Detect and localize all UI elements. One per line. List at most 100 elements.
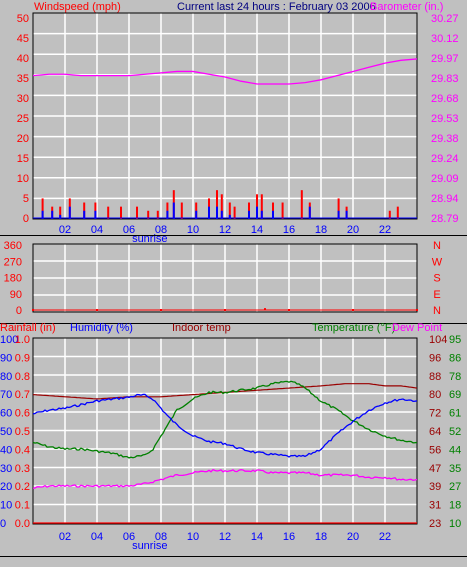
average-bar [337, 210, 340, 219]
direction-point [160, 309, 162, 311]
indoor-temp-tick-label: 23 [429, 518, 441, 530]
x-tick-label: 06 [123, 224, 135, 236]
rainfall-label: Rainfall (in) [0, 322, 56, 334]
y-tick-label: 360 [4, 240, 22, 252]
gust-bar [233, 206, 236, 219]
indoor-temp-tick-label: 64 [429, 426, 441, 438]
direction-plot-frame [32, 243, 418, 313]
y-tick-label: 90 [10, 289, 22, 301]
x-tick-label: 06 [123, 531, 135, 543]
sunrise-label-top: sunrise [132, 233, 167, 245]
y-tick-label: 30.27 [431, 13, 459, 25]
average-bar [308, 206, 311, 219]
barometer-label: Barometer (in.) [370, 1, 443, 13]
rainfall-tick-label: 0.1 [15, 500, 30, 512]
humidity-tick-label: 0 [0, 518, 6, 530]
humidity-tick-label: 80 [0, 371, 12, 383]
average-bar [166, 210, 169, 219]
average-bar [195, 210, 198, 219]
gust-bar [147, 210, 150, 219]
y-tick-label: 30 [17, 93, 29, 105]
x-tick-label: 20 [347, 224, 359, 236]
humidity-tick-label: 40 [0, 444, 12, 456]
temp-x-ticks: 02 04 06 08 10 12 14 16 18 20 22 [59, 531, 391, 543]
panel-wind-baro [0, 0, 467, 235]
x-tick-label: 14 [251, 531, 263, 543]
x-tick-label: 02 [59, 224, 71, 236]
average-bar [83, 210, 86, 219]
x-tick-label: 12 [219, 531, 231, 543]
direction-point [32, 309, 34, 311]
direction-point [96, 309, 98, 311]
humidity-tick-label: 20 [0, 481, 12, 493]
temperature-tick-label: 52 [449, 426, 461, 438]
average-bar [59, 214, 62, 219]
y-tick-label: N [433, 240, 441, 252]
temperature-tick-label: 95 [449, 334, 461, 346]
y-tick-label: 29.97 [431, 53, 459, 65]
rainfall-tick-label: 1.0 [15, 334, 30, 346]
temperature-tick-label: 78 [449, 371, 461, 383]
gust-bar [216, 190, 218, 219]
humidity-tick-label: 90 [0, 352, 12, 364]
wind-x-ticks: 02 04 06 08 10 12 14 16 18 20 22 [59, 224, 391, 236]
temperature-label: Temperature (°F) [312, 322, 395, 334]
humidity-tick-label: 50 [0, 426, 12, 438]
indoor-temp-tick-label: 80 [429, 389, 441, 401]
y-tick-label: 45 [17, 33, 29, 45]
wind-baro-grid [33, 13, 417, 219]
gust-bar [156, 210, 159, 219]
x-tick-label: 22 [379, 531, 391, 543]
rainfall-tick-label: 0.5 [15, 426, 30, 438]
average-bar [172, 202, 175, 219]
y-tick-label: 0 [23, 213, 29, 225]
average-bar [208, 206, 210, 219]
x-tick-label: 10 [187, 224, 199, 236]
rainfall-tick-label: 0.0 [15, 518, 30, 530]
y-tick-label: 29.09 [431, 173, 459, 185]
gust-bar [281, 202, 284, 219]
y-tick-label: 29.38 [431, 133, 459, 145]
average-bar [260, 210, 263, 219]
humidity-tick-label: 100 [0, 334, 18, 346]
indoor-temp-tick-label: 72 [429, 408, 441, 420]
average-bar [216, 206, 218, 219]
sunrise-label-bottom: sunrise [132, 540, 167, 552]
humidity-label: Humidity (%) [70, 322, 133, 334]
y-tick-label: 10 [17, 173, 29, 185]
wind-bars [33, 190, 417, 219]
y-tick-label: 5 [23, 193, 29, 205]
average-bar [272, 210, 274, 219]
gust-bar [180, 202, 183, 219]
direction-grid [33, 244, 417, 312]
y-tick-label: 29.24 [431, 153, 459, 165]
y-tick-label: N [433, 305, 441, 317]
gust-bar [120, 206, 122, 219]
y-tick-label: 25 [17, 113, 29, 125]
dewpoint-line [32, 468, 418, 489]
x-tick-label: 22 [379, 224, 391, 236]
humidity-tick-label: 70 [0, 389, 12, 401]
average-bar [68, 206, 71, 219]
x-tick-label: 04 [91, 531, 103, 543]
indoor-temp-label: Indoor temp [172, 322, 231, 334]
indoor-temp-tick-label: 104 [429, 334, 447, 346]
indoor-temp-tick-label: 47 [429, 463, 441, 475]
average-bar [51, 210, 54, 219]
y-tick-label: 29.68 [431, 93, 459, 105]
temperature-tick-label: 44 [449, 444, 461, 456]
average-bar [256, 206, 258, 219]
direction-point [416, 309, 418, 311]
temperature-tick-label: 61 [449, 408, 461, 420]
y-tick-label: E [433, 289, 440, 301]
gust-bar [220, 194, 223, 219]
y-tick-label: 28.79 [431, 213, 459, 225]
gust-bar [388, 210, 391, 219]
y-tick-label: 40 [17, 53, 29, 65]
humidity-line [32, 393, 418, 458]
gust-bar [228, 202, 231, 219]
direction-point [288, 309, 290, 311]
